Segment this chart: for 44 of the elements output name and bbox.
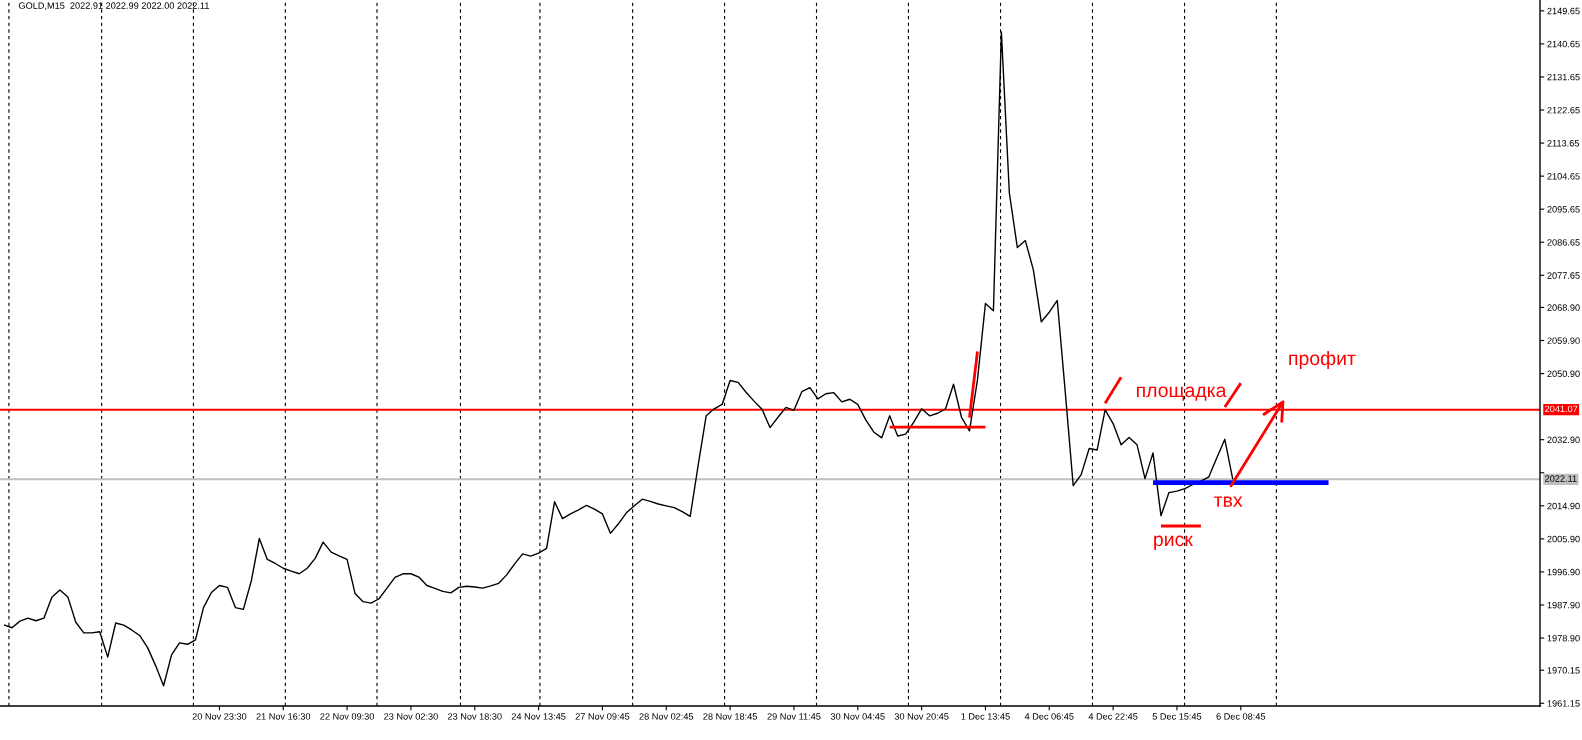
x-tick-label: 21 Nov 16:30	[256, 713, 311, 720]
x-tick-label: 23 Nov 18:30	[447, 713, 502, 720]
x-tick-label: 4 Dec 22:45	[1088, 713, 1138, 720]
y-tick-label: 2068.90	[1547, 304, 1580, 311]
y-tick-label: 1961.15	[1547, 700, 1580, 707]
x-tick-label: 27 Nov 09:45	[575, 713, 630, 720]
y-tick-label: 2113.65	[1547, 139, 1580, 147]
y-tick-label: 2095.65	[1547, 206, 1580, 213]
y-tick-label: 2050.90	[1547, 370, 1580, 377]
y-tick-label: 2059.90	[1547, 337, 1580, 344]
x-tick-label: 30 Nov 04:45	[830, 713, 885, 720]
annotation: профит	[1289, 350, 1356, 370]
y-tick-label: 2077.65	[1547, 272, 1580, 279]
y-tick-label: 1970.15	[1547, 667, 1580, 674]
x-tick-label: 4 Dec 06:45	[1024, 713, 1074, 720]
x-tick-label: 28 Nov 18:45	[703, 713, 757, 720]
x-tick-label: 6 Dec 08:45	[1216, 713, 1266, 720]
annotation: площадка	[1136, 386, 1227, 401]
y-tick-label: 1987.90	[1547, 601, 1580, 609]
annotation: твх	[1214, 496, 1243, 507]
y-tick-label: 2122.65	[1547, 106, 1580, 114]
x-tick-label: 24 Nov 13:45	[511, 713, 566, 720]
y-tick-label: 2005.90	[1547, 535, 1580, 543]
x-tick-label: 23 Nov 02:30	[384, 713, 438, 720]
x-tick-label: 29 Nov 11:45	[767, 713, 821, 720]
y-tick-label: 2014.90	[1547, 502, 1580, 510]
chart-title: GOLD,M15 2022.91 2022.99 2022.00 2022.11	[18, 2, 209, 10]
y-tick-label: 2086.65	[1547, 239, 1580, 246]
y-tick-label: 2131.65	[1547, 73, 1580, 81]
annotation: риск	[1154, 535, 1193, 551]
y-tick-label: 2032.90	[1547, 436, 1580, 444]
ref-line-label: 2022.11	[1545, 475, 1577, 482]
x-tick-label: 30 Nov 20:45	[894, 713, 949, 720]
ref-line-label: 2041.07	[1545, 405, 1578, 413]
x-tick-label: 20 Nov 23:30	[192, 713, 247, 720]
x-tick-label: 22 Nov 09:30	[320, 713, 375, 720]
y-tick-label: 1978.90	[1547, 634, 1580, 642]
x-tick-label: 5 Dec 15:45	[1152, 713, 1202, 720]
x-tick-label: 1 Dec 13:45	[961, 713, 1010, 720]
x-tick-label: 28 Nov 02:45	[639, 713, 694, 720]
y-tick-label: 1996.90	[1547, 568, 1580, 576]
y-tick-label: 2104.65	[1547, 173, 1580, 180]
y-tick-label: 2149.65	[1547, 7, 1580, 15]
y-tick-label: 2140.65	[1547, 40, 1580, 48]
